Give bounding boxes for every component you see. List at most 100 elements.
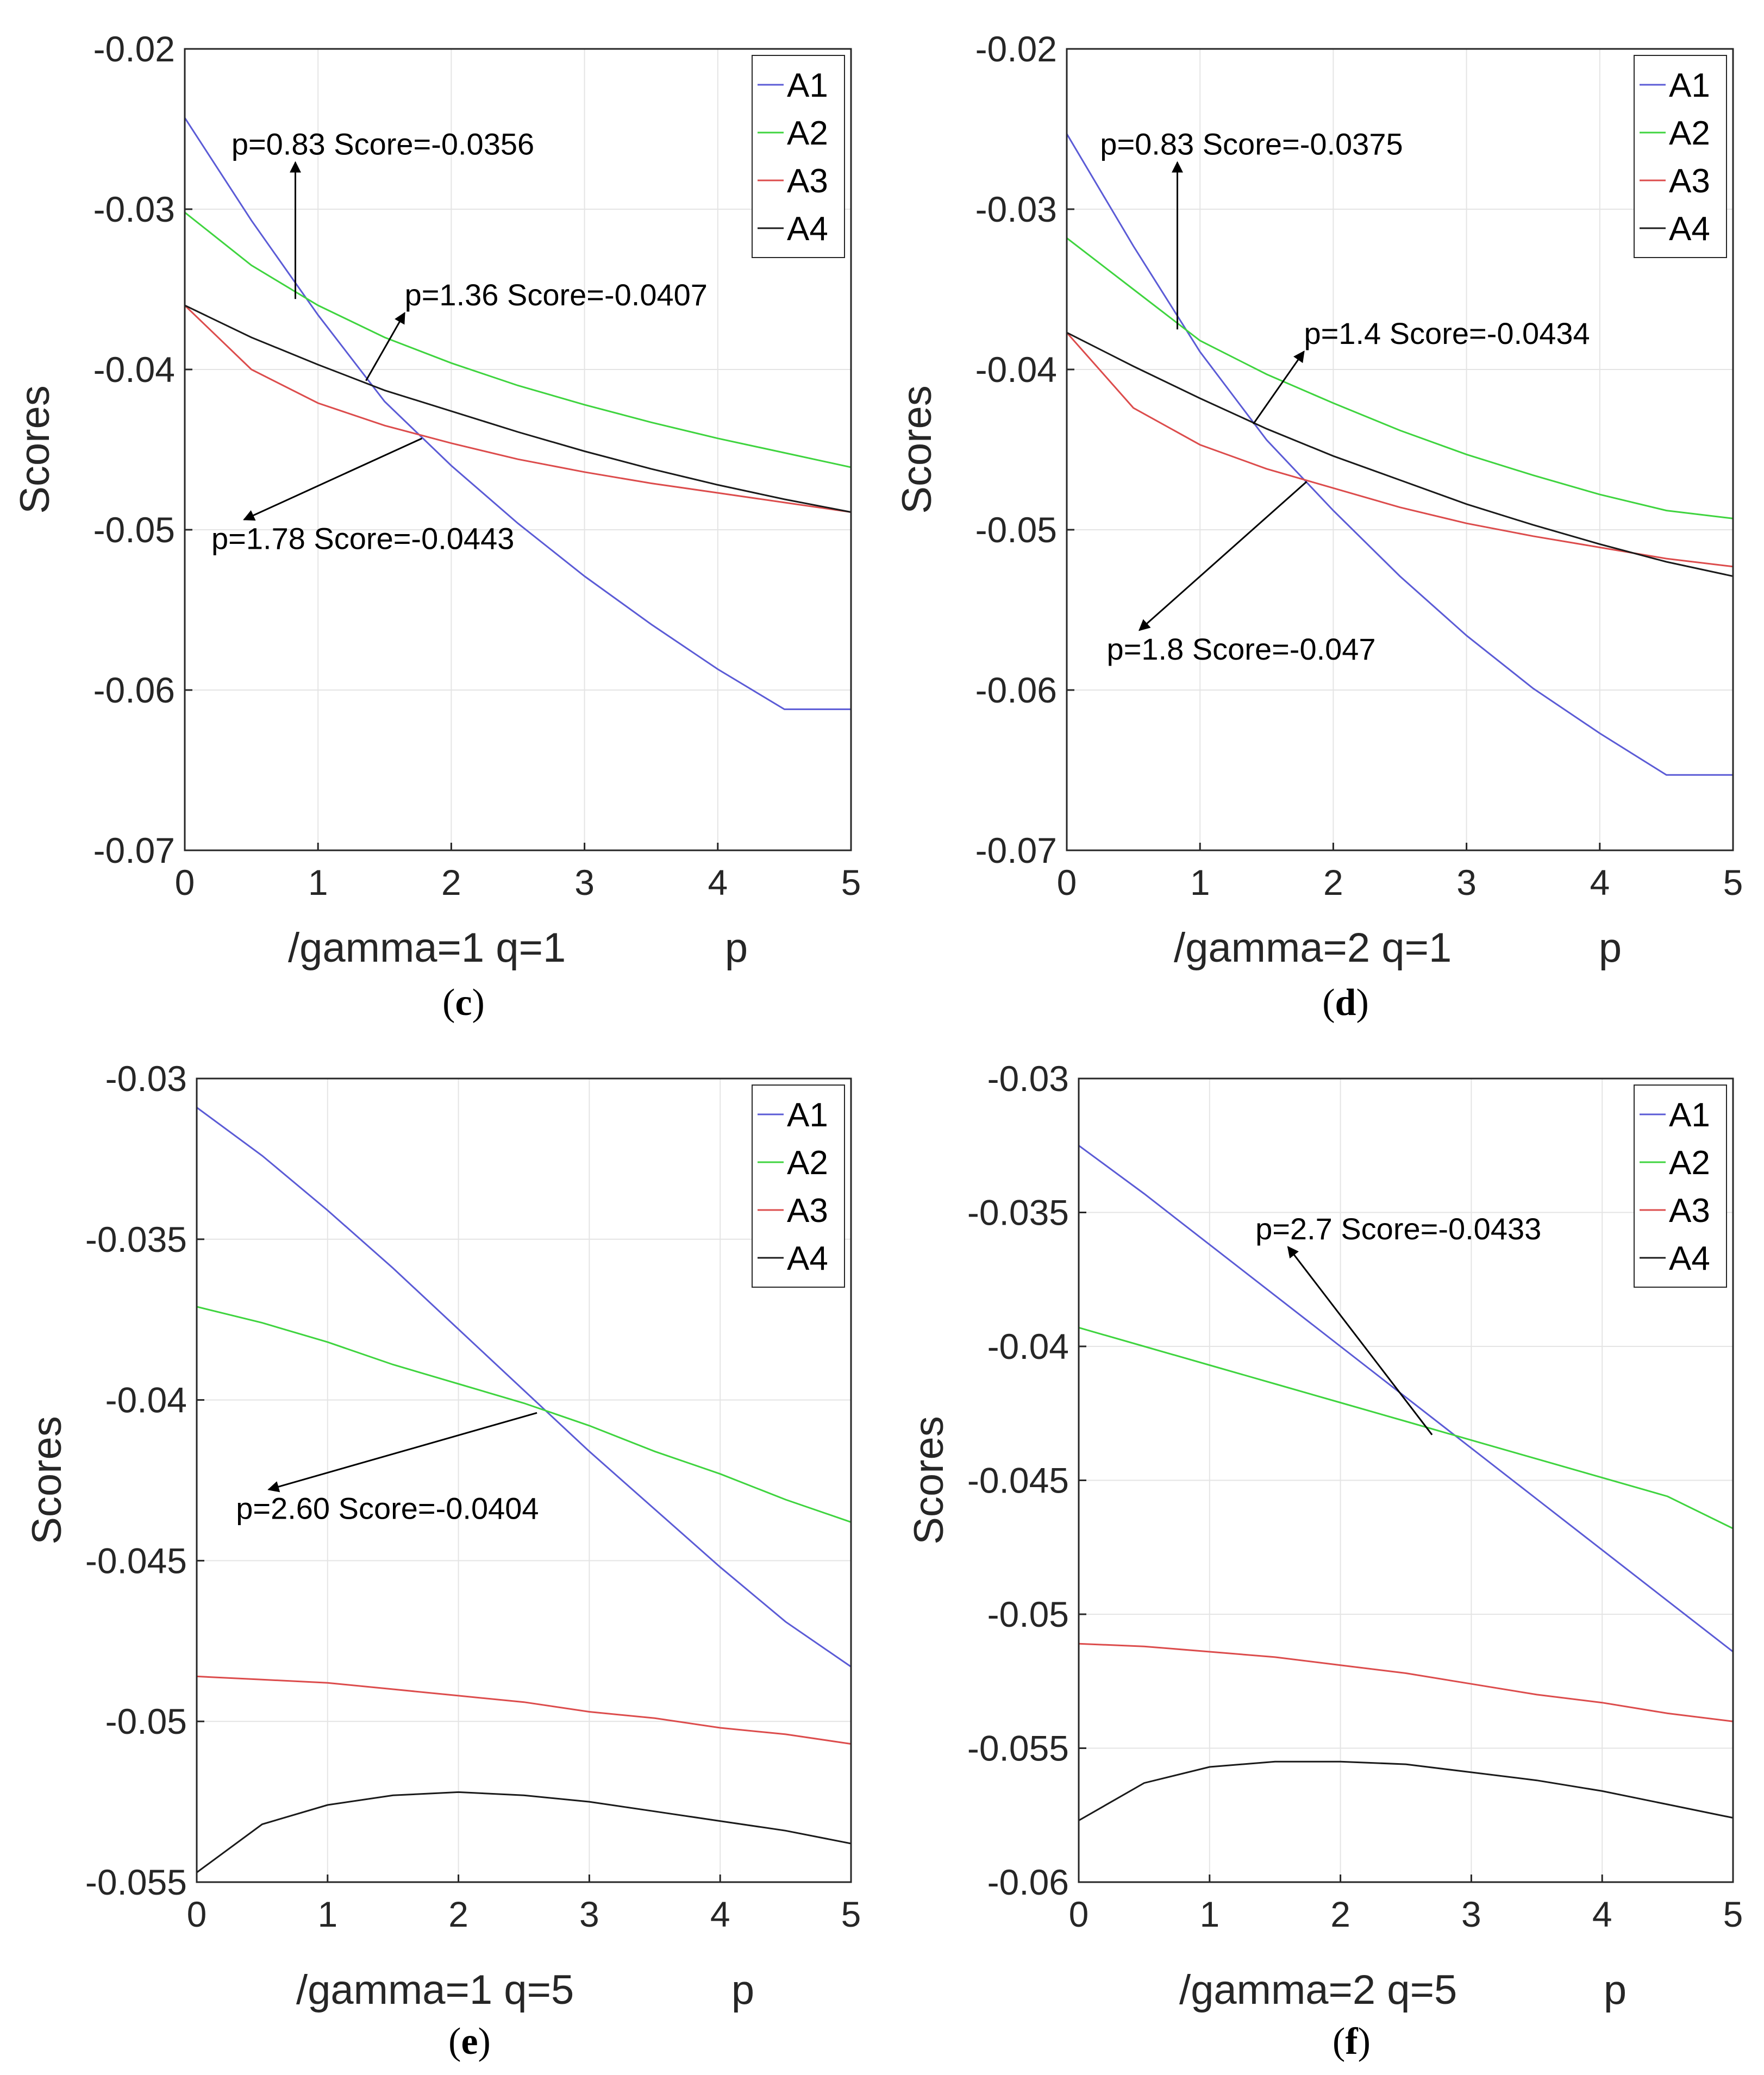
annotation-arrow <box>1138 481 1308 631</box>
x-tick-label: 0 <box>1057 862 1077 902</box>
series-line-a4 <box>1079 1760 1733 1821</box>
plot-frame <box>184 48 852 851</box>
legend-label-a2: A2 <box>1669 115 1710 152</box>
x-axis-label: /gamma=2 q=5 <box>1179 1967 1457 2013</box>
x-tick-label: 4 <box>1590 862 1610 902</box>
y-axis-label: Scores <box>906 1416 952 1545</box>
y-tick-label: -0.05 <box>975 510 1057 550</box>
y-tick-label: -0.045 <box>967 1460 1069 1501</box>
annotation-label: p=0.83 Score=-0.0356 <box>232 127 534 161</box>
legend-label-a1: A1 <box>1669 67 1710 104</box>
x-axis-variable-label: p <box>1599 925 1622 971</box>
x-tick-label: 5 <box>1723 862 1743 902</box>
y-tick-label: -0.055 <box>967 1728 1069 1769</box>
x-tick-label: 1 <box>308 862 328 902</box>
legend: A1 A2 A3 A4 <box>1634 55 1727 258</box>
y-tick-label: -0.03 <box>975 189 1057 229</box>
y-tick-label: -0.035 <box>967 1193 1069 1233</box>
y-tick-label: -0.04 <box>105 1380 187 1420</box>
x-tick-label: 5 <box>1723 1894 1743 1934</box>
plot-area <box>1067 49 1733 850</box>
annotation-arrow <box>365 312 405 381</box>
y-tick-label: -0.04 <box>93 349 175 390</box>
y-tick-label: -0.03 <box>105 1058 187 1099</box>
y-tick-label: -0.02 <box>975 29 1057 69</box>
plot-area <box>197 1079 851 1882</box>
legend-label-a1: A1 <box>1669 1096 1710 1134</box>
x-axis-variable-label: p <box>731 1967 754 2013</box>
y-axis-label: Scores <box>12 385 58 514</box>
panel-caption: (c) <box>442 982 485 1024</box>
annotation-label: p=0.83 Score=-0.0375 <box>1100 127 1403 161</box>
y-tick-label: -0.04 <box>975 349 1057 390</box>
legend-box <box>1634 1084 1727 1288</box>
legend-label-a3: A3 <box>787 162 828 200</box>
y-tick-label: -0.045 <box>85 1540 187 1581</box>
y-axis-label: Scores <box>894 385 940 514</box>
x-tick-label: 0 <box>187 1894 207 1934</box>
y-tick-label: -0.04 <box>987 1326 1069 1366</box>
legend-label-a3: A3 <box>787 1192 828 1230</box>
chart-panel-e: 0 1 2 3 4 5 -0.055 -0.05 -0.045 -0.04 -0.035 -0.03 S… <box>24 1058 861 2063</box>
x-axis-variable-label: p <box>725 925 748 971</box>
legend-label-a1: A1 <box>787 67 828 104</box>
chart-panel-f: 0 1 2 3 4 5 -0.06 -0.055 -0.05 -0.045 -0.04 -0.035 -… <box>906 1058 1743 2063</box>
x-tick-label: 4 <box>710 1894 730 1934</box>
legend-label-a4: A4 <box>1669 210 1710 248</box>
series-line-a1 <box>1079 1145 1733 1653</box>
chart-panel-d: 0 1 2 3 4 5 -0.07 -0.06 -0.05 -0.04 -0.03 -0.02 Scor… <box>894 29 1743 1024</box>
series-line-a3 <box>1067 332 1733 568</box>
annotation-label: p=1.78 Score=-0.0443 <box>211 521 514 555</box>
y-tick-label: -0.06 <box>93 670 175 710</box>
x-tick-label: 2 <box>441 862 461 902</box>
x-tick-label: 3 <box>1456 862 1477 902</box>
x-tick-label: 1 <box>1190 862 1210 902</box>
annotation-arrow <box>243 437 423 521</box>
x-tick-label: 1 <box>317 1894 337 1934</box>
panel-caption: (f) <box>1333 2021 1371 2063</box>
series-line-a4 <box>185 304 851 513</box>
plot-frame <box>1066 48 1734 851</box>
legend-label-a3: A3 <box>1669 1192 1710 1230</box>
legend-label-a3: A3 <box>1669 162 1710 200</box>
legend-label-a1: A1 <box>787 1096 828 1134</box>
y-tick-label: -0.03 <box>987 1058 1069 1099</box>
x-tick-label: 4 <box>1592 1894 1612 1934</box>
y-tick-label: -0.05 <box>93 510 175 550</box>
panel-caption: (e) <box>448 2021 491 2063</box>
x-axis-label: /gamma=1 q=1 <box>288 925 566 971</box>
x-tick-label: 2 <box>1330 1894 1350 1934</box>
y-tick-label: -0.07 <box>93 830 175 870</box>
x-tick-label: 3 <box>579 1894 599 1934</box>
legend-label-a4: A4 <box>787 1240 828 1277</box>
x-tick-label: 1 <box>1199 1894 1219 1934</box>
legend: A1 A2 A3 A4 <box>1634 1084 1727 1288</box>
legend-box <box>752 1084 845 1288</box>
legend-box <box>1634 55 1727 258</box>
y-tick-label: -0.035 <box>85 1219 187 1259</box>
x-tick-label: 3 <box>1461 1894 1481 1934</box>
x-axis-label: /gamma=2 q=1 <box>1174 925 1452 971</box>
x-axis-label: /gamma=1 q=5 <box>296 1967 574 2013</box>
annotation-arrow <box>1287 1246 1433 1435</box>
x-tick-label: 3 <box>574 862 595 902</box>
annotation-label: p=1.8 Score=-0.047 <box>1107 632 1376 666</box>
y-tick-label: -0.05 <box>105 1701 187 1741</box>
panel-caption: (d) <box>1322 982 1369 1024</box>
legend-label-a2: A2 <box>787 1144 828 1182</box>
x-tick-label: 2 <box>1323 862 1343 902</box>
x-tick-label: 0 <box>1069 1894 1089 1934</box>
x-tick-label: 5 <box>841 862 861 902</box>
x-tick-label: 2 <box>448 1894 468 1934</box>
y-tick-label: -0.06 <box>975 670 1057 710</box>
series-line-a4 <box>1067 331 1733 577</box>
y-tick-label: -0.055 <box>85 1862 187 1902</box>
legend-label-a4: A4 <box>1669 1240 1710 1277</box>
legend: A1 A2 A3 A4 <box>752 1084 845 1288</box>
annotation-label: p=1.4 Score=-0.0434 <box>1304 316 1590 350</box>
plot-area <box>185 49 851 850</box>
series-line-a2 <box>1079 1327 1733 1529</box>
annotation-arrow <box>1253 350 1305 425</box>
series-line-a3 <box>197 1675 851 1745</box>
